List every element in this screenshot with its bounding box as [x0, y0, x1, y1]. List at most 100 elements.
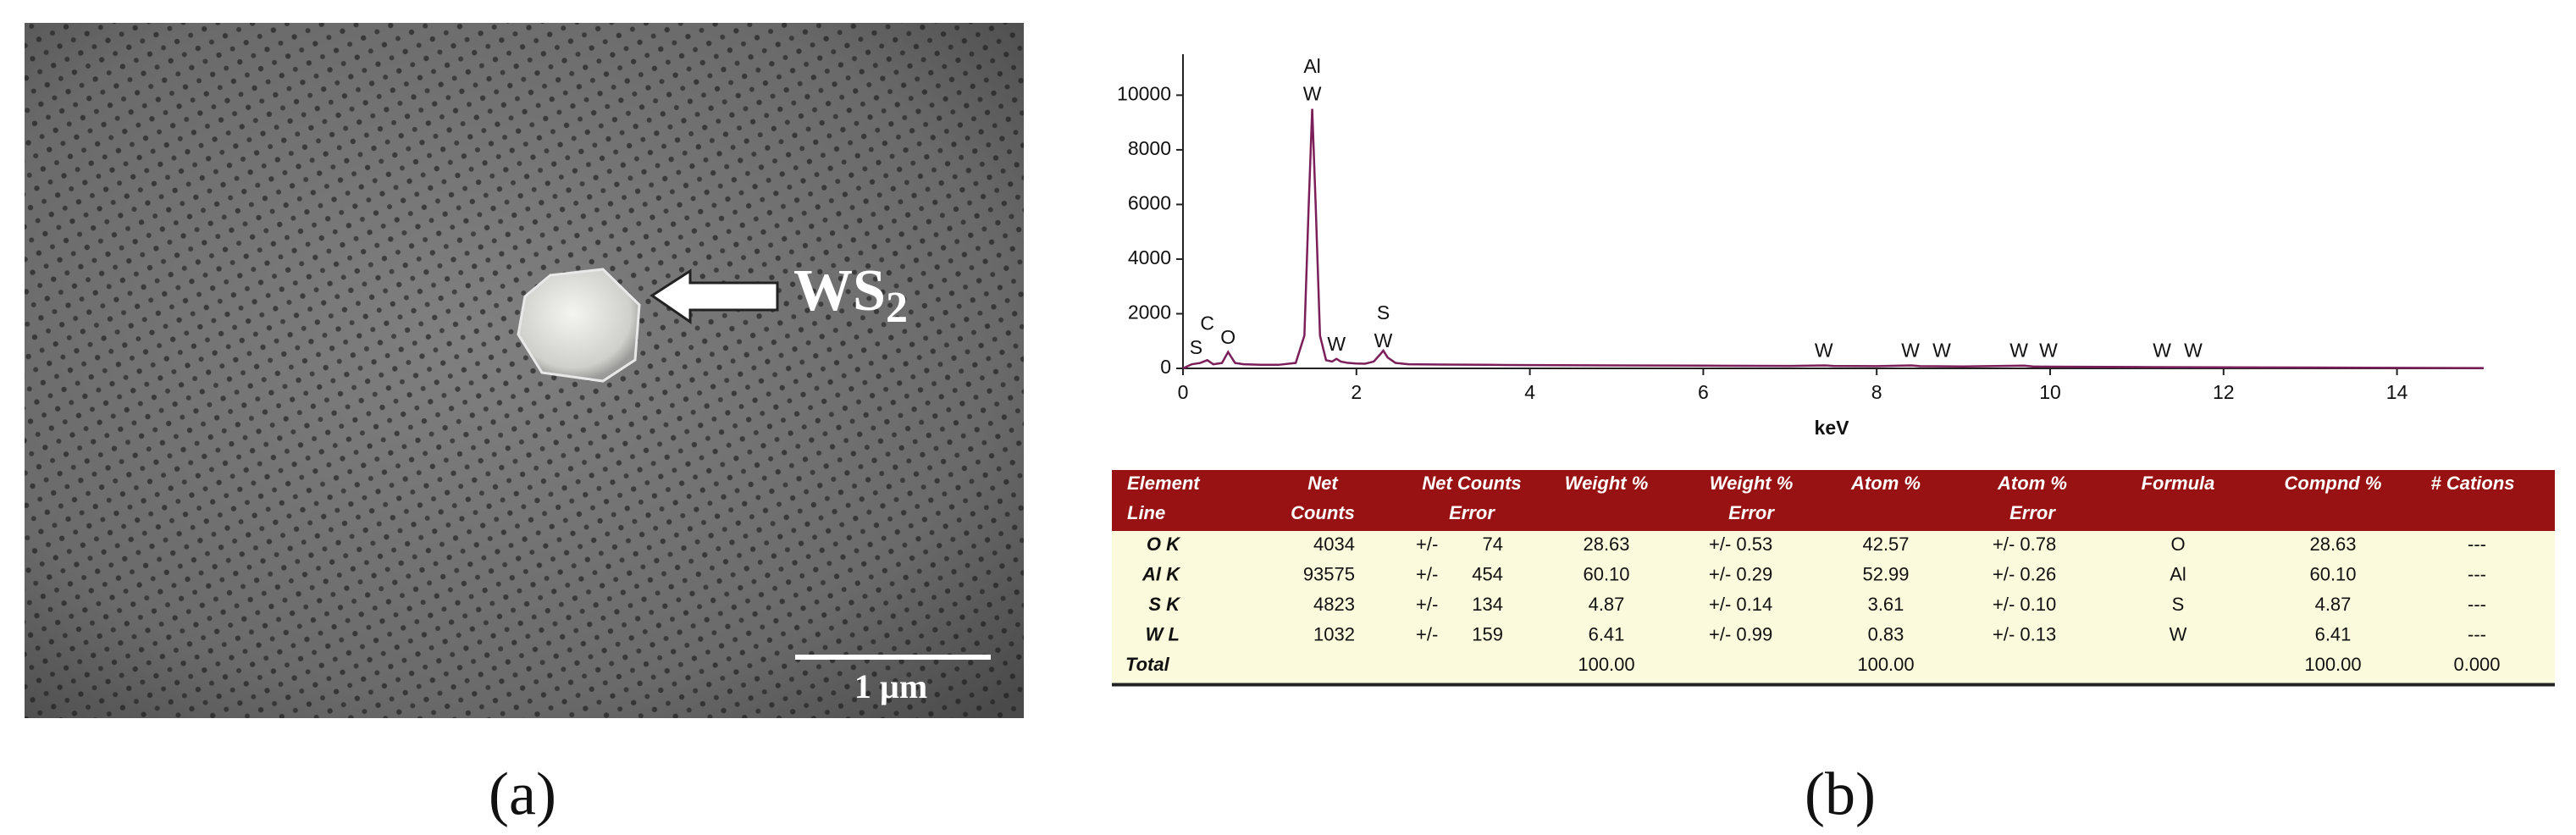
x-tick-label: 4	[1524, 381, 1535, 403]
x-tick-label: 10	[2039, 381, 2061, 403]
table-cell: 52.99	[1862, 563, 1909, 584]
peak-label: O	[1220, 326, 1235, 348]
table-header: Atom %	[1997, 473, 2067, 494]
table-header-bg	[1112, 470, 2555, 531]
eds-spectrum: 0 2 4 6 8 10 12 140200040006000800010000keVSCOA…	[1117, 54, 2485, 439]
ws2-text: WS	[793, 258, 886, 323]
y-tick-label: 2000	[1128, 301, 1171, 323]
table-header: Formula	[2142, 473, 2215, 494]
table-cell: 6.41	[2315, 623, 2352, 644]
peak-label: W	[1327, 333, 1346, 355]
table-cell: S	[2172, 594, 2185, 615]
eds-table: Element Line Net Counts Net Counts Error Weigh…	[1112, 470, 2555, 687]
scale-bar-label: 1 µm	[854, 667, 927, 705]
table-cell: 1032	[1313, 623, 1355, 644]
row-label: O K	[1147, 534, 1181, 555]
panel-label: (a)	[489, 760, 556, 828]
table-cell: 28.63	[1583, 534, 1629, 555]
table-cell: +/- 0.53	[1709, 534, 1772, 555]
table-cell: 60.10	[2309, 563, 2356, 584]
table-cell: O	[2170, 534, 2185, 555]
peak-label: W	[2009, 340, 2028, 362]
table-header: Line	[1127, 502, 1165, 523]
peak-label: W	[1815, 340, 1833, 362]
table-cell: 0.000	[2453, 654, 2500, 675]
table-header: Error	[2009, 502, 2056, 523]
table-header: Element	[1127, 473, 1201, 494]
table-cell: ---	[2468, 534, 2486, 555]
peak-label: W	[1374, 329, 1393, 351]
table-cell: 454	[1472, 563, 1503, 584]
table-header: Error	[1728, 502, 1775, 523]
table-cell: 100.00	[1578, 654, 1634, 675]
peak-label: C	[1200, 312, 1214, 334]
table-cell: +/- 0.99	[1709, 623, 1772, 644]
table-cell: 6.41	[1589, 623, 1625, 644]
table-header: Counts	[1291, 502, 1355, 523]
table-header: Weight %	[1710, 473, 1794, 494]
table-cell: 60.10	[1583, 563, 1629, 584]
table-cell: 4823	[1313, 594, 1355, 615]
table-cell: +/- 0.78	[1993, 534, 2056, 555]
table-cell: ---	[2468, 623, 2486, 644]
x-tick-label: 12	[2213, 381, 2235, 403]
table-cell: +/-	[1416, 563, 1438, 584]
peak-label: S	[1377, 301, 1390, 323]
row-label: S K	[1148, 594, 1181, 615]
peak-label: W	[1932, 340, 1951, 362]
y-tick-label: 10000	[1117, 82, 1171, 104]
table-cell: +/- 0.10	[1993, 594, 2056, 615]
peak-label: W	[2039, 340, 2058, 362]
table-body-bg	[1112, 531, 2555, 685]
panel-label: (b)	[1805, 760, 1876, 828]
table-cell: 100.00	[1857, 654, 1914, 675]
table-header: Net Counts	[1422, 473, 1521, 494]
x-tick-label: 6	[1698, 381, 1709, 403]
table-cell: 4.87	[2315, 594, 2352, 615]
table-header: Net	[1307, 473, 1339, 494]
table-cell: 0.83	[1868, 623, 1904, 644]
table-cell: Al	[2170, 563, 2186, 584]
table-cell: +/- 0.26	[1993, 563, 2056, 584]
ws2-label: WS2	[793, 258, 908, 332]
table-cell: 134	[1472, 594, 1503, 615]
table-header: # Cations	[2430, 473, 2514, 494]
table-cell: +/-	[1416, 534, 1438, 555]
table-cell: W	[2170, 623, 2187, 644]
x-axis-label: keV	[1815, 417, 1850, 439]
row-label: Al K	[1142, 563, 1181, 584]
table-cell: 28.63	[2309, 534, 2356, 555]
table-cell: 93575	[1303, 563, 1355, 584]
table-cell: 100.00	[2304, 654, 2361, 675]
x-tick-label: 2	[1351, 381, 1362, 403]
peak-label: W	[2184, 340, 2203, 362]
x-tick-label: 0	[1178, 381, 1189, 403]
peak-label: W	[2153, 340, 2171, 362]
row-label: Total	[1125, 654, 1170, 675]
table-cell: ---	[2468, 563, 2486, 584]
table-header: Error	[1449, 502, 1495, 523]
table-cell: 159	[1472, 623, 1503, 644]
peak-label: Al	[1303, 55, 1320, 77]
table-cell: +/-	[1416, 623, 1438, 644]
x-tick-label: 14	[2386, 381, 2408, 403]
y-tick-label: 0	[1160, 356, 1171, 378]
peak-label: W	[1901, 340, 1920, 362]
table-cell: +/- 0.29	[1709, 563, 1772, 584]
sem-image	[25, 23, 1024, 718]
y-tick-label: 4000	[1128, 246, 1171, 268]
table-cell: +/- 0.13	[1993, 623, 2056, 644]
table-cell: 42.57	[1862, 534, 1909, 555]
spectrum-line	[1182, 108, 2485, 370]
y-tick-label: 8000	[1128, 137, 1171, 159]
peak-label: S	[1190, 336, 1202, 358]
table-cell: 4.87	[1589, 594, 1625, 615]
row-label: W L	[1146, 623, 1180, 644]
y-tick-label: 6000	[1128, 192, 1171, 214]
table-cell: 74	[1483, 534, 1503, 555]
table-cell: +/-	[1416, 594, 1438, 615]
table-header: Compnd %	[2285, 473, 2382, 494]
table-cell: 3.61	[1868, 594, 1904, 615]
table-cell: ---	[2468, 594, 2486, 615]
